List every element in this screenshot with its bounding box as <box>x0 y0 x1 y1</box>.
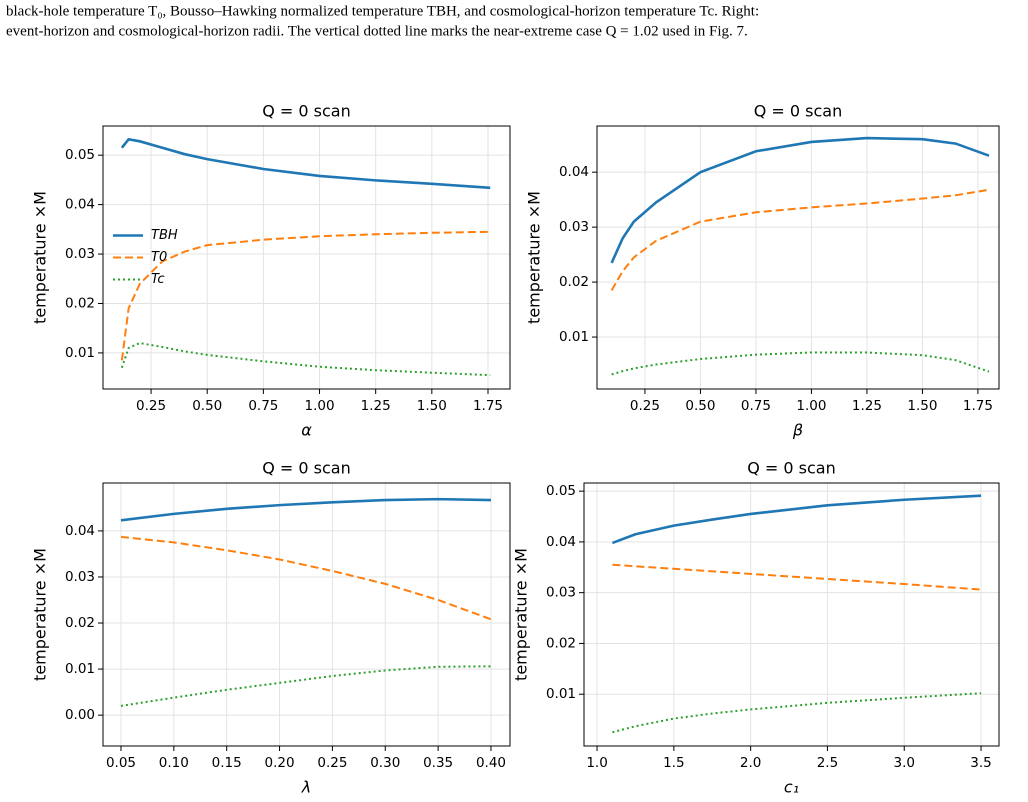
x-tick-label: 1.00 <box>796 398 826 414</box>
axes-frame <box>102 125 511 390</box>
x-tick-label: 0.15 <box>212 755 242 771</box>
series-line <box>612 563 982 591</box>
chart-title: Q = 0 scan <box>262 459 351 478</box>
y-tick-label: 0.02 <box>546 635 576 651</box>
x-tick-label: 0.05 <box>106 755 136 771</box>
chart-title: Q = 0 scan <box>262 102 351 121</box>
x-tick-label: 0.10 <box>159 755 189 771</box>
x-tick-label: 3.0 <box>893 755 914 771</box>
x-tick-label: 1.00 <box>304 398 334 414</box>
y-tick-label: 0.02 <box>65 295 95 311</box>
series-line <box>120 665 491 707</box>
y-tick-label: 0.01 <box>65 345 95 361</box>
y-axis-label: temperature ×M <box>525 191 544 324</box>
x-tick-label: 1.25 <box>852 398 882 414</box>
x-tick-label: 0.20 <box>265 755 295 771</box>
series-line <box>610 136 990 264</box>
y-tick-label: 0.00 <box>65 707 95 723</box>
x-tick-label: 0.25 <box>630 398 660 414</box>
y-axis-label: temperature ×M <box>512 548 531 681</box>
y-axis-label: temperature ×M <box>31 548 50 681</box>
y-tick-label: 0.03 <box>65 246 95 262</box>
x-tick-label: 0.75 <box>248 398 278 414</box>
axes-frame <box>102 482 511 747</box>
x-tick-label: 1.25 <box>361 398 391 414</box>
chart-title: Q = 0 scan <box>747 459 836 478</box>
series-line <box>611 494 982 545</box>
x-tick-label: 0.50 <box>192 398 222 414</box>
y-tick-label: 0.03 <box>546 585 576 601</box>
x-axis-label: c₁ <box>784 778 799 797</box>
series-line <box>610 188 990 291</box>
y-tick-label: 0.05 <box>65 147 95 163</box>
axes-frame <box>583 482 1000 747</box>
x-tick-label: 1.50 <box>417 398 447 414</box>
series-line <box>120 137 491 190</box>
x-axis-label: β <box>792 421 803 440</box>
y-tick-label: 0.04 <box>65 523 95 539</box>
x-tick-label: 0.50 <box>685 398 715 414</box>
y-tick-label: 0.04 <box>559 164 589 180</box>
y-tick-label: 0.02 <box>559 274 589 290</box>
legend-label: Tc <box>151 272 164 287</box>
axes-frame <box>596 125 1000 390</box>
y-tick-label: 0.01 <box>546 686 576 702</box>
caption-line: event-horizon and cosmological-horizon r… <box>6 23 748 39</box>
x-tick-label: 0.40 <box>476 755 506 771</box>
x-tick-label: 1.0 <box>586 755 607 771</box>
x-tick-label: 1.5 <box>663 755 684 771</box>
x-tick-label: 1.75 <box>473 398 503 414</box>
x-tick-label: 3.5 <box>970 755 991 771</box>
y-tick-label: 0.01 <box>559 329 589 345</box>
y-tick-label: 0.01 <box>65 661 95 677</box>
caption-line: black-hole temperature T₀, Bousso–Hawkin… <box>6 3 759 19</box>
x-tick-label: 0.75 <box>741 398 771 414</box>
x-axis-label: α <box>301 421 312 440</box>
series-line <box>612 692 982 734</box>
y-tick-label: 0.05 <box>546 483 576 499</box>
chart-title: Q = 0 scan <box>754 102 843 121</box>
x-tick-label: 1.50 <box>907 398 937 414</box>
series-line <box>120 230 491 361</box>
y-tick-label: 0.02 <box>65 615 95 631</box>
x-tick-label: 0.25 <box>317 755 347 771</box>
series-line <box>120 535 492 621</box>
x-tick-label: 0.30 <box>370 755 400 771</box>
y-axis-label: temperature ×M <box>31 191 50 324</box>
y-tick-label: 0.04 <box>65 197 95 213</box>
x-tick-label: 2.5 <box>817 755 838 771</box>
x-tick-label: 1.75 <box>963 398 993 414</box>
x-tick-label: 2.0 <box>740 755 761 771</box>
y-tick-label: 0.04 <box>546 534 576 550</box>
x-axis-label: λ <box>301 778 311 797</box>
series-line <box>611 351 990 376</box>
legend-label: T0 <box>151 250 167 265</box>
series-line <box>120 341 491 377</box>
y-tick-label: 0.03 <box>559 219 589 235</box>
x-tick-label: 0.25 <box>136 398 166 414</box>
legend-label: TBH <box>151 228 178 243</box>
series-line <box>120 497 491 522</box>
x-tick-label: 0.35 <box>423 755 453 771</box>
y-tick-label: 0.03 <box>65 569 95 585</box>
